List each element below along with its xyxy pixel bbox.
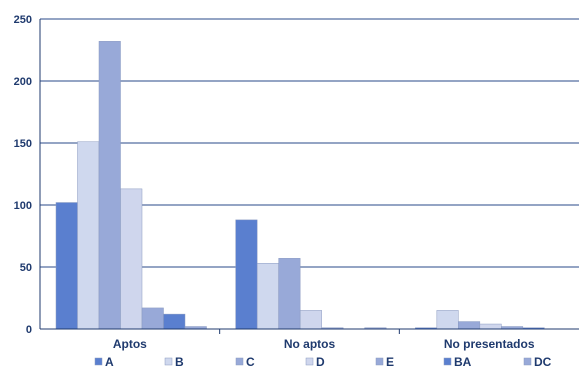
- bar-c-0: [98, 41, 121, 330]
- bars: [55, 41, 545, 330]
- legend-swatch-a: [94, 357, 103, 366]
- category-label: No presentados: [444, 337, 535, 351]
- legend-label-ba: BA: [454, 355, 472, 369]
- bar-d-2: [479, 323, 502, 330]
- legend-swatch-b: [164, 357, 173, 366]
- legend-label-a: A: [105, 355, 114, 369]
- bar-d-0: [120, 188, 143, 330]
- legend-swatch-c: [235, 357, 244, 366]
- legend-label-e: E: [386, 355, 394, 369]
- bar-b-2: [436, 310, 459, 330]
- y-tick-label: 250: [14, 14, 32, 26]
- y-tick-label: 200: [14, 76, 32, 88]
- y-tick-labels: 0 50 100 150 200 250: [14, 14, 32, 336]
- axes: [39, 19, 579, 334]
- y-tick-label: 0: [26, 324, 32, 336]
- legend-label-d: D: [316, 355, 325, 369]
- legend-label-b: B: [175, 355, 184, 369]
- legend-swatch-ba: [443, 357, 452, 366]
- legend-swatch-dc: [523, 357, 532, 366]
- legend-label-dc: DC: [534, 355, 552, 369]
- bar-ba-0: [163, 313, 186, 330]
- bar-c-2: [458, 321, 481, 330]
- legend-swatch-d: [305, 357, 314, 366]
- bar-b-0: [77, 141, 100, 330]
- y-tick-label: 100: [14, 200, 32, 212]
- legend-swatch-e: [375, 357, 384, 366]
- bar-b-1: [256, 263, 279, 330]
- category-label: Aptos: [113, 337, 147, 351]
- legend-label-c: C: [246, 355, 255, 369]
- bar-c-1: [278, 258, 301, 330]
- bar-a-1: [235, 219, 258, 330]
- category-labels: Aptos No aptos No presentados: [113, 337, 535, 351]
- bar-d-1: [299, 310, 322, 330]
- legend: A B C D E BA DC: [94, 355, 552, 369]
- y-tick-label: 150: [14, 138, 32, 150]
- y-tick-label: 50: [20, 262, 32, 274]
- bar-e-0: [141, 307, 164, 330]
- category-label: No aptos: [284, 337, 336, 351]
- bar-a-0: [55, 202, 78, 330]
